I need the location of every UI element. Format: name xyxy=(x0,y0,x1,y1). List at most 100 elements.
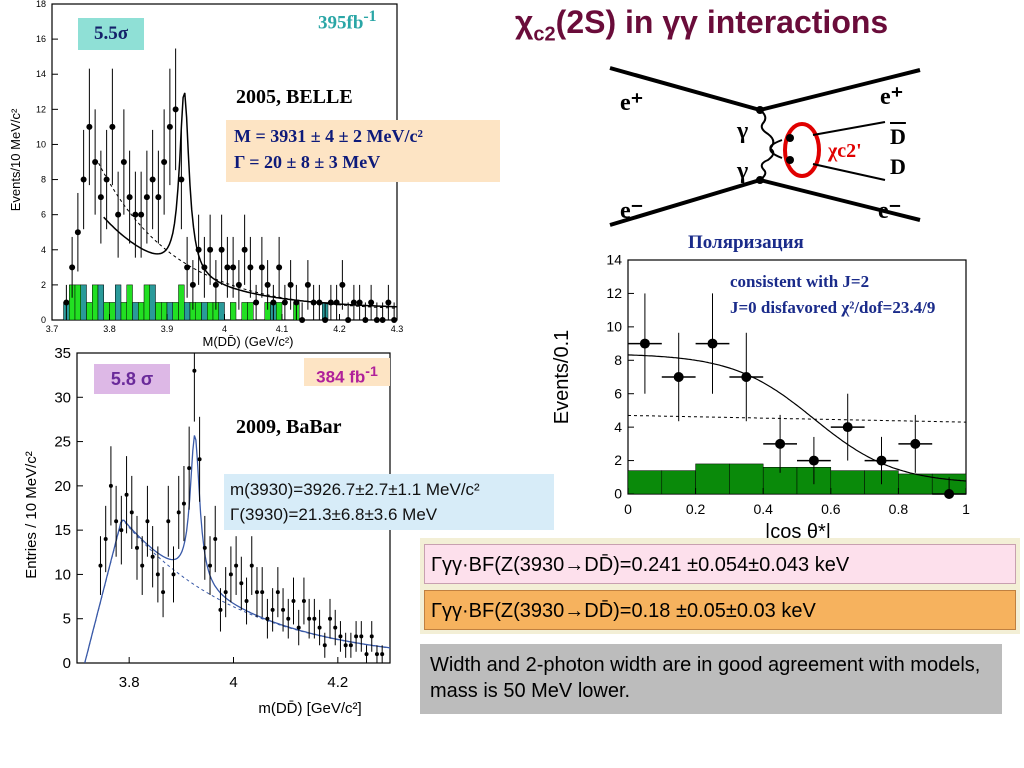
data-point xyxy=(369,634,374,639)
background-bar xyxy=(143,284,150,321)
data-point xyxy=(310,299,317,306)
data-point xyxy=(234,563,239,568)
y-axis-label: Entries / 10 MeV/c² xyxy=(23,451,40,579)
x-tick-label: 4.2 xyxy=(333,324,346,334)
data-point xyxy=(258,264,265,271)
data-point xyxy=(103,176,110,183)
data-point xyxy=(149,176,156,183)
data-point xyxy=(301,599,306,603)
data-point xyxy=(143,194,150,201)
data-point xyxy=(212,281,219,288)
y-tick-label: 12 xyxy=(36,104,46,114)
belle-lumi: 395fb-1 xyxy=(318,8,377,34)
data-point xyxy=(166,123,173,130)
e-plus-in-label: e⁺ xyxy=(620,90,644,116)
background-bar xyxy=(178,284,185,321)
data-point xyxy=(348,643,353,648)
data-point xyxy=(254,590,259,595)
data-point xyxy=(281,607,286,612)
data-point xyxy=(707,338,718,349)
data-point xyxy=(228,572,233,577)
e-minus-line-out xyxy=(759,178,921,222)
background-bar xyxy=(247,302,254,321)
data-point xyxy=(235,281,242,288)
data-point xyxy=(241,246,248,253)
data-point xyxy=(63,299,70,306)
data-point xyxy=(260,590,265,595)
x-tick-label: 0 xyxy=(624,501,632,517)
data-point xyxy=(80,176,87,183)
data-point xyxy=(218,607,223,612)
data-point xyxy=(270,299,277,306)
babar-label: 2009, BaBar xyxy=(236,416,342,438)
data-point xyxy=(132,211,139,218)
vertex-dot xyxy=(756,106,764,114)
y-tick-label: 6 xyxy=(41,210,46,220)
y-tick-label: 18 xyxy=(36,0,46,9)
data-point xyxy=(207,246,214,253)
data-point xyxy=(374,652,379,657)
data-point xyxy=(281,299,288,306)
y-tick-label: 8 xyxy=(614,352,622,368)
e-minus-in-label: e⁻ xyxy=(620,198,644,224)
x-tick-label: 3.9 xyxy=(161,324,174,334)
y-tick-label: 5 xyxy=(63,611,71,628)
data-point xyxy=(338,634,343,639)
y-tick-label: 8 xyxy=(41,175,46,185)
data-point xyxy=(189,281,196,288)
polarization-title: Поляризация xyxy=(688,232,804,253)
y-tick-label: 14 xyxy=(36,69,46,79)
result-belle: Γγγ·BF(Z(3930→DD̄)=0.241 ±0.054±0.043 ke… xyxy=(424,544,1016,584)
feynman-diagram xyxy=(609,66,921,227)
background-bar xyxy=(161,302,168,321)
data-point xyxy=(74,229,81,236)
data-point xyxy=(155,572,160,577)
data-point xyxy=(339,281,346,288)
data-point xyxy=(201,264,208,271)
chi-c2-label: χc2' xyxy=(828,140,862,162)
data-point xyxy=(304,281,311,288)
x-tick-label: 4.2 xyxy=(327,674,348,691)
vertex-dot xyxy=(786,156,794,164)
data-point xyxy=(380,652,385,657)
x-axis-label: M(DD̄) (GeV/c²) xyxy=(203,334,294,349)
photon-line-lower xyxy=(759,139,783,181)
data-point xyxy=(223,590,228,595)
e-plus-line-out xyxy=(759,68,921,112)
data-point xyxy=(944,489,955,499)
data-point xyxy=(356,299,363,306)
data-point xyxy=(208,563,213,568)
data-point xyxy=(184,264,191,271)
background-bar xyxy=(830,470,865,495)
data-point xyxy=(171,572,176,577)
background-bar xyxy=(109,302,116,321)
data-point xyxy=(287,281,294,288)
background-bar xyxy=(276,302,283,321)
background-bar xyxy=(729,463,764,495)
data-point xyxy=(140,563,145,568)
belle-mass: M = 3931 ± 4 ± 2 MeV/c² xyxy=(234,126,423,146)
data-point xyxy=(350,299,357,306)
data-point xyxy=(108,483,113,488)
x-tick-label: 4.1 xyxy=(276,324,289,334)
data-point xyxy=(808,455,819,466)
y-tick-label: 30 xyxy=(54,389,71,406)
data-point xyxy=(166,519,171,524)
background-bar xyxy=(166,302,173,321)
polarization-note-2: J=0 disfavored χ²/dof=23.4/9 xyxy=(730,298,936,317)
data-point xyxy=(373,317,380,323)
vertex-dot xyxy=(756,176,764,184)
background-bar xyxy=(74,284,81,321)
data-point xyxy=(275,590,280,595)
y-tick-label: 10 xyxy=(54,566,71,583)
data-point xyxy=(354,634,359,639)
page-title: χc2(2S) in γγ interactions xyxy=(515,4,889,46)
y-tick-label: 0 xyxy=(41,315,46,325)
data-point xyxy=(129,510,134,515)
data-point xyxy=(155,194,162,201)
data-point xyxy=(291,599,296,603)
background-bar xyxy=(627,470,663,495)
y-tick-label: 10 xyxy=(36,139,46,149)
background-bar xyxy=(126,284,133,321)
e-minus-line-in xyxy=(609,178,761,227)
